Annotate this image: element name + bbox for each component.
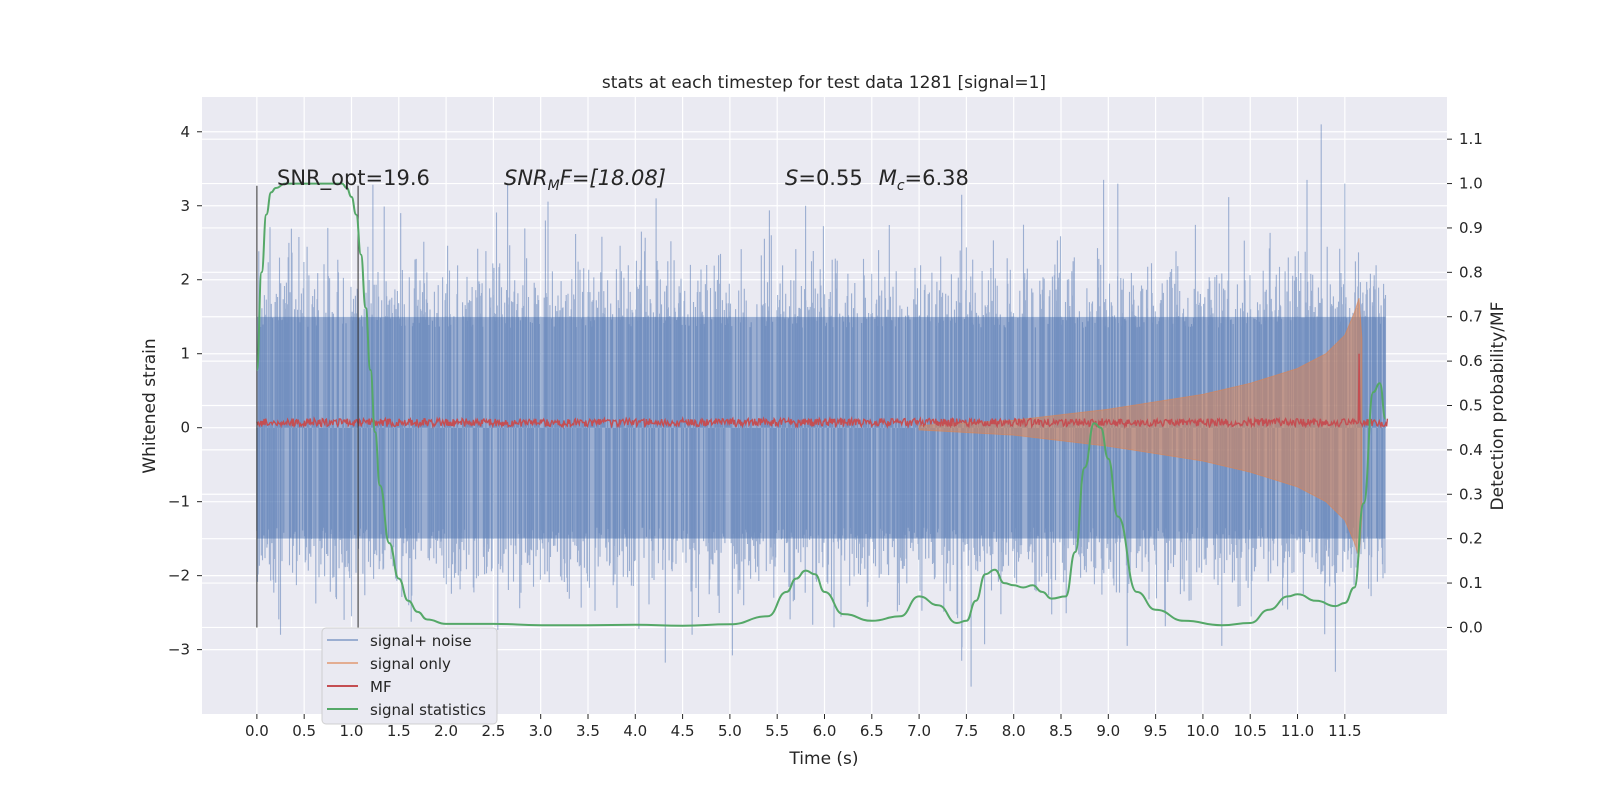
y2-tick-label: 0.1 <box>1459 574 1483 592</box>
x-tick-label: 4.5 <box>671 722 695 740</box>
snr-mf-subscript: M <box>548 178 560 194</box>
annotation-snr-mf: SNRMF=[18.08] <box>504 166 666 194</box>
legend: signal+ noise signal only MF signal stat… <box>321 627 498 725</box>
x-tick-label: 1.5 <box>387 722 411 740</box>
s-value: =0.55 <box>798 166 862 190</box>
series-mf <box>256 353 1389 430</box>
y2-tick-label: 0.4 <box>1459 441 1483 459</box>
y-tick-label: −1 <box>168 493 190 511</box>
snr-mf-symbol: SNR <box>504 166 548 190</box>
x-tick-label: 6.5 <box>860 722 884 740</box>
y2-tick-label: 0.6 <box>1459 352 1483 370</box>
x-tick-label: 2.0 <box>434 722 458 740</box>
x-tick-label: 10.5 <box>1234 722 1267 740</box>
y2-tick-label: 1.1 <box>1459 130 1483 148</box>
x-axis-label: Time (s) <box>788 749 858 769</box>
x-tick-label: 9.0 <box>1096 722 1120 740</box>
y-axis-ticks: −3 −2 −1 0 1 2 3 4 <box>168 123 202 659</box>
y2-tick-label: 0.9 <box>1459 219 1483 237</box>
y-axis-label: Whitened strain <box>140 338 160 473</box>
y-tick-label: 0 <box>180 419 190 437</box>
x-tick-label: 8.5 <box>1049 722 1073 740</box>
y-tick-label: 1 <box>180 345 190 363</box>
chart-title: stats at each timestep for test data 128… <box>602 73 1046 93</box>
x-tick-label: 3.0 <box>529 722 553 740</box>
x-tick-label: 10.0 <box>1186 722 1219 740</box>
y2-tick-label: 0.3 <box>1459 485 1483 503</box>
series-layer <box>255 124 1389 687</box>
legend-label-signal-noise: signal+ noise <box>370 632 472 650</box>
series-signal-only <box>918 298 1363 558</box>
y2-axis-ticks: 0.0 0.1 0.2 0.3 0.4 0.5 0.6 0.7 0.8 0.9 1.0 1.1 <box>1447 130 1483 636</box>
snr-mf-value: F=[18.08] <box>560 166 666 190</box>
y2-tick-label: 0.2 <box>1459 530 1483 548</box>
legend-box <box>321 627 498 725</box>
y2-tick-label: 1.0 <box>1459 175 1483 193</box>
y-tick-label: −3 <box>168 641 190 659</box>
legend-label-signal-statistics: signal statistics <box>370 701 486 719</box>
x-tick-label: 11.0 <box>1281 722 1314 740</box>
x-tick-label: 0.0 <box>245 722 269 740</box>
x-tick-label: 4.0 <box>623 722 647 740</box>
x-axis-ticks: 0.0 0.5 1.0 1.5 2.0 2.5 3.0 3.5 4.0 4.5 5.0 5.5 6.0 6… <box>245 714 1362 740</box>
y-tick-label: 4 <box>180 123 190 141</box>
mc-symbol: M <box>879 166 897 190</box>
x-tick-label: 6.0 <box>813 722 837 740</box>
legend-label-mf: MF <box>370 678 392 696</box>
annotation-snr-opt: SNR_opt=19.6 <box>277 166 430 191</box>
x-tick-label: 7.0 <box>907 722 931 740</box>
y-tick-label: 2 <box>180 271 190 289</box>
y2-tick-label: 0.7 <box>1459 308 1483 326</box>
y2-tick-label: 0.0 <box>1459 618 1483 636</box>
x-tick-label: 2.5 <box>481 722 505 740</box>
x-tick-label: 0.5 <box>292 722 316 740</box>
x-tick-label: 7.5 <box>954 722 978 740</box>
x-tick-label: 5.5 <box>765 722 789 740</box>
x-tick-label: 1.0 <box>340 722 364 740</box>
y2-axis-label: Detection probability/MF <box>1488 302 1508 511</box>
x-tick-label: 11.5 <box>1328 722 1361 740</box>
mc-value: =6.38 <box>905 166 969 190</box>
legend-label-signal-only: signal only <box>370 655 451 673</box>
y-tick-label: −2 <box>168 567 190 585</box>
x-tick-label: 8.0 <box>1002 722 1026 740</box>
annotation-s-mc: S=0.55 Mc=6.38 <box>785 166 969 194</box>
s-symbol: S <box>785 166 798 190</box>
mc-subscript: c <box>897 178 905 194</box>
y2-tick-label: 0.5 <box>1459 397 1483 415</box>
y2-tick-label: 0.8 <box>1459 263 1483 281</box>
x-tick-label: 5.0 <box>718 722 742 740</box>
x-tick-label: 3.5 <box>576 722 600 740</box>
series-signal-statistics <box>255 182 1387 627</box>
x-tick-label: 9.5 <box>1144 722 1168 740</box>
y-tick-label: 3 <box>180 197 190 215</box>
